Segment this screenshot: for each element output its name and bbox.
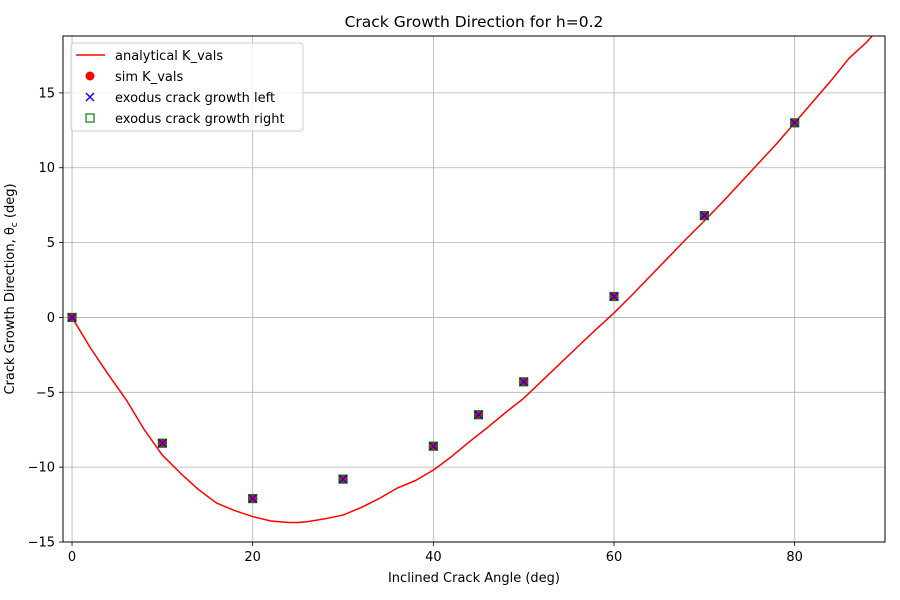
- legend-x-icon: [85, 92, 95, 102]
- right-point: [473, 410, 484, 420]
- legend-label: sim K_vals: [115, 70, 183, 85]
- analytical-line: [71, 36, 874, 524]
- right-point: [699, 211, 709, 221]
- y-tick-label: 0: [47, 311, 55, 326]
- legend-dot-icon: [85, 71, 95, 81]
- left-point: [519, 377, 529, 387]
- right-point: [157, 438, 167, 448]
- x-tick-label: 20: [244, 550, 261, 565]
- y-axis: −15 −10 −5 0 5 10 15: [28, 86, 63, 551]
- y-axis-label-sub: c: [10, 222, 20, 227]
- y-axis-label-suffix: (deg): [3, 183, 18, 222]
- left-point: [474, 410, 483, 420]
- right-point: [67, 312, 77, 323]
- x-axis-label: Inclined Crack Angle (deg): [388, 571, 560, 586]
- x-tick-label: 40: [425, 550, 442, 565]
- left-point: [609, 292, 619, 301]
- legend: analytical K_vals sim K_vals exodus crac…: [70, 42, 304, 132]
- y-tick-label: −15: [28, 536, 55, 551]
- left-point: [428, 441, 438, 451]
- legend-label: exodus crack growth right: [115, 112, 285, 127]
- y-axis-label: Crack Growth Direction, θc (deg): [3, 183, 20, 394]
- y-axis-label-main: Crack Growth Direction, θ: [3, 227, 18, 394]
- y-tick-label: −10: [28, 461, 55, 476]
- legend-item-left: exodus crack growth left: [85, 91, 275, 106]
- right-point: [248, 493, 258, 504]
- left-point: [790, 118, 800, 128]
- legend-item-right: exodus crack growth right: [85, 112, 285, 127]
- left-point: [67, 312, 77, 322]
- x-axis: 0 20 40 60 80: [68, 542, 803, 565]
- y-tick-label: −5: [36, 386, 55, 401]
- legend-label: exodus crack growth left: [115, 91, 275, 106]
- legend-item-sim: sim K_vals: [85, 70, 183, 85]
- left-point: [248, 494, 258, 504]
- y-tick-label: 15: [38, 86, 55, 101]
- right-point: [790, 118, 800, 128]
- series-layer: [67, 36, 874, 524]
- chart-title: Crack Growth Direction for h=0.2: [345, 13, 604, 31]
- x-tick-label: 60: [606, 550, 623, 565]
- legend-square-icon: [85, 113, 95, 123]
- legend-item-analytical: analytical K_vals: [76, 49, 223, 64]
- right-point: [519, 377, 529, 387]
- left-point: [157, 438, 167, 448]
- legend-label: analytical K_vals: [115, 49, 223, 64]
- legend-box: [70, 42, 304, 132]
- x-tick-label: 0: [68, 550, 76, 565]
- right-point: [338, 474, 348, 484]
- y-tick-label: 10: [38, 161, 55, 176]
- left-point: [699, 211, 709, 221]
- right-point: [428, 441, 438, 451]
- x-tick-label: 80: [786, 550, 803, 565]
- y-tick-label: 5: [47, 236, 55, 251]
- left-point: [338, 474, 348, 484]
- plot-frame: [62, 35, 886, 543]
- right-point: [609, 291, 619, 302]
